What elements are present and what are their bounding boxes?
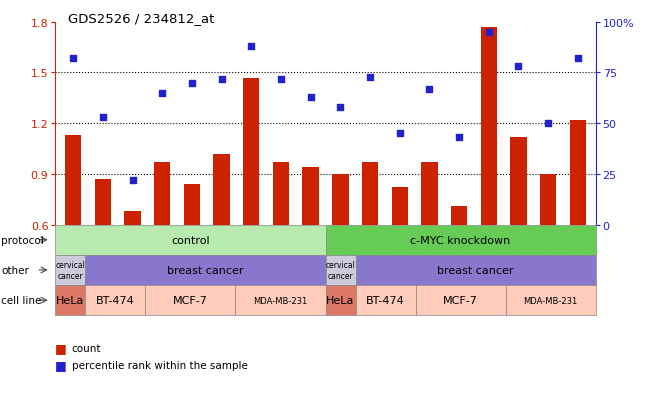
Text: GDS2526 / 234812_at: GDS2526 / 234812_at (68, 12, 215, 25)
Bar (391, 188, 408, 326)
Text: cell line: cell line (1, 295, 42, 306)
Text: MDA-MB-231: MDA-MB-231 (253, 296, 308, 305)
Text: ■: ■ (55, 358, 67, 372)
Text: c-MYC knockdown: c-MYC knockdown (411, 235, 510, 245)
Text: breast cancer: breast cancer (437, 265, 514, 275)
Bar (421, 163, 437, 326)
Bar (303, 168, 319, 326)
Point (543, 121, 553, 127)
Bar (540, 174, 557, 326)
Bar (243, 78, 260, 326)
Bar (332, 174, 348, 326)
Text: control: control (171, 235, 210, 245)
Text: MCF-7: MCF-7 (443, 295, 478, 306)
Point (513, 64, 523, 71)
Text: count: count (72, 343, 101, 353)
Text: other: other (1, 265, 29, 275)
Point (98, 114, 108, 121)
Bar (451, 206, 467, 326)
Text: breast cancer: breast cancer (167, 265, 243, 275)
Point (365, 74, 375, 81)
Bar (184, 185, 200, 326)
Point (395, 131, 405, 137)
Point (246, 44, 256, 50)
Bar (480, 28, 497, 326)
Text: BT-474: BT-474 (96, 295, 135, 306)
Point (573, 56, 583, 62)
Bar (570, 121, 586, 326)
Text: BT-474: BT-474 (366, 295, 405, 306)
Text: MCF-7: MCF-7 (173, 295, 208, 306)
Bar (273, 163, 289, 326)
Text: HeLa: HeLa (56, 295, 85, 306)
Text: percentile rank within the sample: percentile rank within the sample (72, 360, 247, 370)
Point (454, 135, 464, 141)
Text: protocol: protocol (1, 235, 44, 245)
Point (335, 104, 346, 111)
Point (157, 90, 167, 97)
Bar (362, 163, 378, 326)
Point (424, 86, 435, 93)
Text: ■: ■ (55, 341, 67, 354)
Point (276, 76, 286, 83)
Point (484, 29, 494, 36)
Bar (214, 154, 230, 326)
Text: cervical
cancer: cervical cancer (55, 261, 85, 280)
Text: HeLa: HeLa (326, 295, 355, 306)
Bar (65, 136, 81, 326)
Point (305, 94, 316, 101)
Point (216, 76, 227, 83)
Text: MDA-MB-231: MDA-MB-231 (523, 296, 578, 305)
Bar (154, 163, 171, 326)
Point (187, 80, 197, 87)
Point (128, 177, 138, 184)
Point (68, 56, 78, 62)
Bar (510, 138, 527, 326)
Bar (124, 211, 141, 326)
Text: cervical
cancer: cervical cancer (326, 261, 355, 280)
Bar (94, 180, 111, 326)
